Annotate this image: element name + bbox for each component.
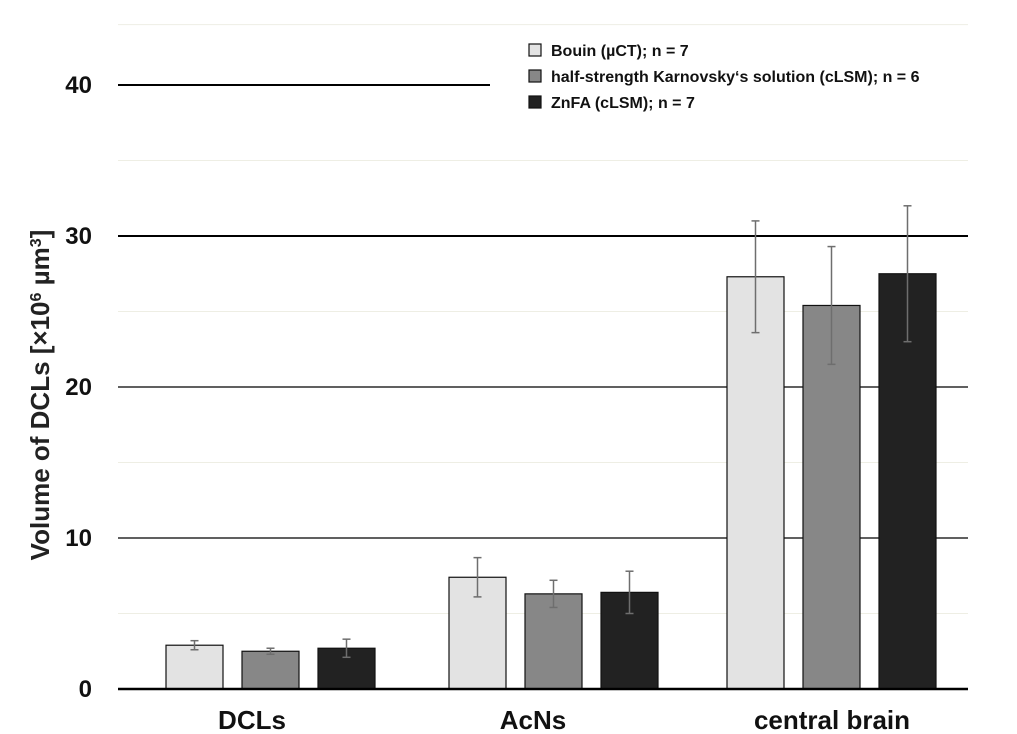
y-axis-label-unit-exponent: 3	[28, 238, 45, 247]
error-bar	[751, 220, 760, 334]
y-tick-label: 30	[65, 223, 92, 250]
error-bar	[473, 556, 482, 598]
legend-entry: Bouin (µCT); n = 7	[551, 43, 689, 60]
bar	[165, 644, 224, 690]
bar	[241, 650, 300, 690]
error-bar	[903, 205, 912, 343]
y-tick-label: 0	[79, 676, 92, 703]
y-tick-label: 40	[65, 72, 92, 99]
error-bar	[625, 570, 634, 615]
x-category-label: central brain	[754, 705, 910, 734]
grid-lines	[118, 24, 968, 614]
y-axis-label-unit: µm	[25, 247, 55, 292]
legend: Bouin (µCT); n = 7 half-strength Karnovsk…	[528, 43, 920, 112]
legend-swatch	[528, 95, 542, 109]
bar	[726, 276, 785, 690]
legend-entry: half-strength Karnovsky‘s solution (cLSM…	[551, 69, 920, 86]
x-category-label: DCLs	[218, 705, 286, 734]
error-bars	[190, 205, 912, 659]
error-bar	[827, 245, 836, 366]
y-axis-label: Volume of DCLs [×106 µm3]	[25, 230, 55, 561]
legend-entry: ZnFA (cLSM); n = 7	[551, 95, 695, 112]
y-axis-label-text: Volume of DCLs [×10	[25, 301, 55, 560]
y-tick-label: 10	[65, 525, 92, 552]
error-bar	[190, 639, 199, 651]
error-bar	[342, 638, 351, 659]
y-axis-label-close: ]	[25, 230, 55, 239]
y-tick-labels: 0 10 20 30 40	[65, 72, 92, 703]
error-bar	[549, 579, 558, 609]
legend-swatch	[528, 43, 542, 57]
x-category-labels: DCLs AcNs central brain	[218, 705, 910, 734]
bar	[878, 273, 937, 690]
y-tick-label: 20	[65, 374, 92, 401]
y-axis-label-exponent: 6	[28, 292, 45, 301]
error-bar	[266, 647, 275, 656]
bars	[165, 273, 937, 690]
legend-swatch	[528, 69, 542, 83]
x-category-label: AcNs	[500, 705, 566, 734]
